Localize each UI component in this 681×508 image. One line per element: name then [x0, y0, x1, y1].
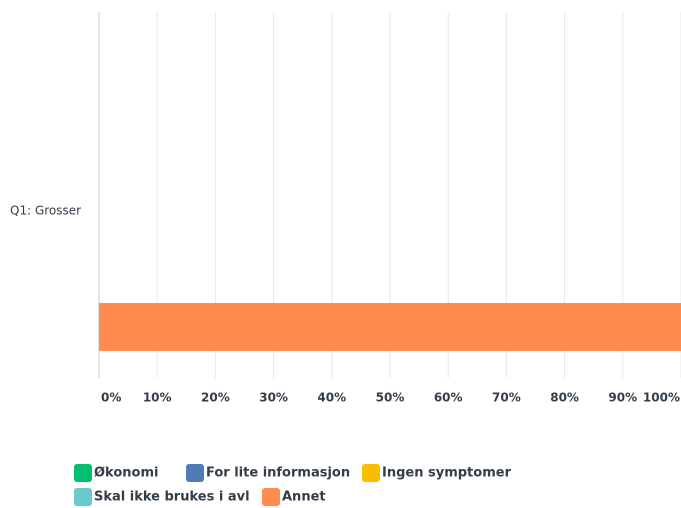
x-tick-label: 20% — [201, 391, 230, 405]
x-tick-label: 40% — [317, 391, 346, 405]
x-tick-label: 90% — [608, 391, 637, 405]
x-tick-label: 70% — [492, 391, 521, 405]
x-tick-label: 80% — [550, 391, 579, 405]
legend-label: Ingen symptomer — [382, 466, 512, 481]
legend-swatch — [362, 464, 380, 482]
y-tick-label: Q1: Grosser — [10, 204, 81, 218]
legend-swatch — [74, 488, 92, 506]
bar — [99, 303, 681, 351]
x-tick-label: 60% — [434, 391, 463, 405]
x-tick-label: 100% — [643, 391, 680, 405]
legend-label: Økonomi — [94, 466, 158, 481]
legend-swatch — [74, 464, 92, 482]
legend-swatch — [262, 488, 280, 506]
x-tick-label: 10% — [143, 391, 172, 405]
legend-swatch — [186, 464, 204, 482]
x-tick-label: 50% — [376, 391, 405, 405]
x-tick-label: 0% — [101, 391, 121, 405]
legend-label: Skal ikke brukes i avl — [94, 490, 250, 505]
x-tick-label: 30% — [259, 391, 288, 405]
legend-label: Annet — [282, 490, 326, 505]
legend-label: For lite informasjon — [206, 466, 350, 481]
